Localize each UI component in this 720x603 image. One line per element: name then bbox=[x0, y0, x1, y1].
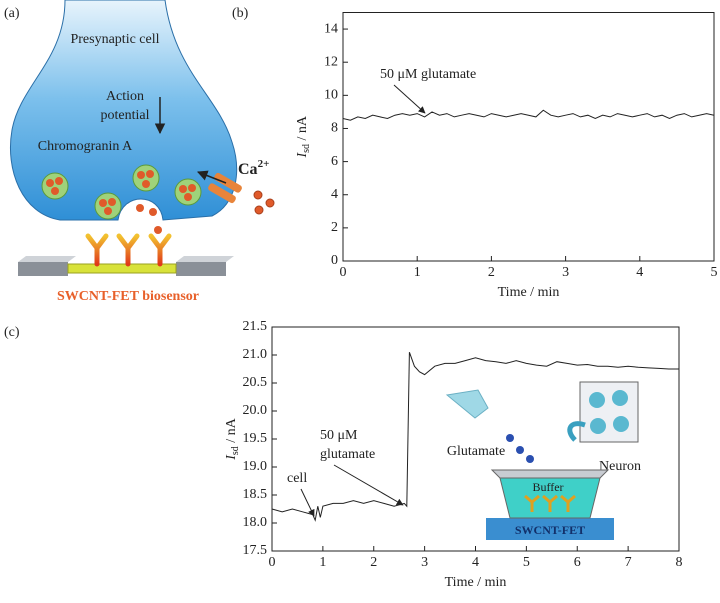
schematic: (a) Presynaptic cell Action potential Ch… bbox=[4, 0, 274, 304]
action-label: Action bbox=[106, 89, 144, 104]
device bbox=[18, 236, 234, 276]
buffer-label: Buffer bbox=[532, 480, 563, 494]
y-tick-label: 2 bbox=[331, 220, 338, 235]
y-tick-label: 20.0 bbox=[243, 403, 268, 418]
x-tick-label: 0 bbox=[269, 555, 276, 570]
x-tick-label: 4 bbox=[636, 265, 643, 280]
y-tick-label: 19.0 bbox=[243, 459, 268, 474]
x-tick-label: 5 bbox=[523, 555, 530, 570]
x-tick-label: 8 bbox=[676, 555, 683, 570]
y-axis-label-part: sd bbox=[301, 144, 312, 153]
y-tick-label: 21.5 bbox=[243, 319, 268, 334]
vesicle-label: Chromogranin A bbox=[38, 139, 133, 154]
cell-label: Presynaptic cell bbox=[70, 32, 159, 47]
x-tick-label: 6 bbox=[574, 555, 581, 570]
x-tick-label: 2 bbox=[370, 555, 377, 570]
y-tick-label: 4 bbox=[331, 187, 338, 202]
panel-label: (c) bbox=[4, 325, 20, 340]
x-tick-label: 0 bbox=[340, 265, 347, 280]
y-tick-label: 10 bbox=[324, 88, 338, 103]
x-tick-label: 5 bbox=[711, 265, 718, 280]
x-tick-label: 1 bbox=[319, 555, 326, 570]
device-label: SWCNT-FET bbox=[515, 523, 585, 537]
annotation-arrow bbox=[394, 85, 425, 113]
annotation: glutamate bbox=[320, 447, 375, 462]
calcium-ions bbox=[254, 191, 274, 214]
y-tick-label: 17.5 bbox=[243, 543, 268, 558]
figure: (a) Presynaptic cell Action potential Ch… bbox=[0, 0, 720, 603]
pipette bbox=[447, 390, 488, 418]
glutamate-label: Glutamate bbox=[447, 444, 505, 459]
y-tick-label: 18.0 bbox=[243, 515, 268, 530]
y-axis-label: Isd / nA bbox=[224, 417, 241, 460]
annotation: 50 μM bbox=[320, 428, 358, 443]
ion-charge: 2+ bbox=[258, 158, 270, 170]
y-tick-label: 20.5 bbox=[243, 375, 268, 390]
x-tick-label: 2 bbox=[488, 265, 495, 280]
y-tick-label: 21.0 bbox=[243, 347, 268, 362]
plot-frame bbox=[343, 13, 714, 262]
x-tick-label: 3 bbox=[562, 265, 569, 280]
y-tick-label: 6 bbox=[331, 154, 338, 169]
y-tick-label: 12 bbox=[324, 54, 338, 69]
panel-label: (a) bbox=[4, 6, 20, 21]
annotation-arrow bbox=[334, 465, 403, 505]
x-tick-label: 7 bbox=[625, 555, 632, 570]
y-tick-label: 19.5 bbox=[243, 431, 268, 446]
y-axis-label-part: / nA bbox=[295, 115, 310, 144]
x-axis-label: Time / min bbox=[498, 285, 560, 300]
panel-label: (b) bbox=[232, 6, 249, 21]
ion-label: Ca2+ bbox=[238, 158, 269, 178]
y-tick-label: 8 bbox=[331, 121, 338, 136]
x-tick-label: 1 bbox=[414, 265, 421, 280]
y-tick-label: 18.5 bbox=[243, 487, 268, 502]
neuron-dish bbox=[580, 382, 638, 442]
data-line bbox=[343, 110, 714, 120]
inset: Glutamate Neuron Buffer SWCNT-FET bbox=[447, 382, 641, 540]
x-axis-label: Time / min bbox=[445, 575, 507, 590]
x-tick-label: 3 bbox=[421, 555, 428, 570]
y-tick-label: 14 bbox=[324, 21, 338, 36]
action-label: potential bbox=[101, 108, 150, 123]
x-tick-label: 4 bbox=[472, 555, 479, 570]
ion-symbol: Ca bbox=[238, 161, 258, 178]
annotation: cell bbox=[287, 471, 307, 486]
y-axis-label-part: / nA bbox=[224, 417, 239, 446]
y-axis-label: Isd / nA bbox=[295, 115, 312, 158]
annotation: 50 μM glutamate bbox=[380, 67, 476, 82]
y-tick-label: 0 bbox=[331, 253, 338, 268]
y-axis-label-part: sd bbox=[230, 446, 241, 455]
sensor-label: SWCNT-FET biosensor bbox=[57, 289, 199, 304]
